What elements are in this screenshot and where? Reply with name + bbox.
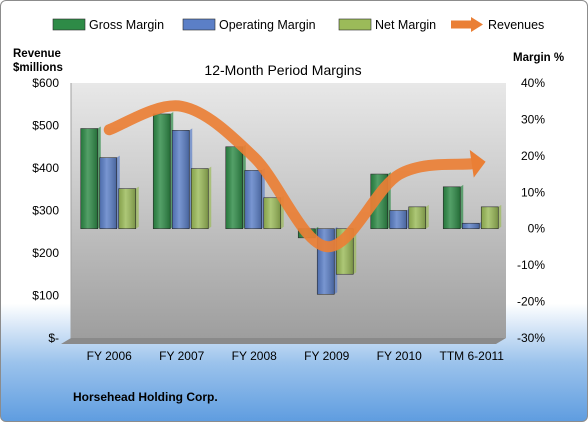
legend: Gross Margin Operating Margin Net Margin Re… [52, 17, 544, 32]
bar-shading [263, 197, 281, 229]
legend-swatch [52, 18, 86, 31]
left-axis-title-line2: $millions [13, 62, 63, 74]
right-tick-label: -10% [517, 258, 545, 272]
bar-shading [118, 188, 136, 229]
bar-shading [99, 157, 117, 229]
legend-label: Net Margin [375, 18, 436, 32]
bar-shading [191, 168, 209, 229]
bar-shading [389, 210, 407, 229]
category-label: TTM 6-2011 [440, 349, 505, 363]
legend-label: Gross Margin [89, 18, 164, 32]
bar-depth [208, 166, 212, 229]
left-tick-label: $400 [32, 161, 59, 175]
right-axis-title: Margin % [513, 52, 564, 64]
category-label: FY 2007 [159, 349, 204, 363]
bar-shading [172, 130, 190, 229]
left-tick-label: $500 [32, 119, 59, 133]
bar-shading [225, 146, 243, 229]
revenue-arrow-head [469, 149, 486, 178]
category-label: FY 2009 [304, 349, 349, 363]
left-tick-label: $200 [32, 246, 59, 260]
right-tick-label: -30% [517, 331, 545, 345]
chart-title: 12-Month Period Margins [204, 62, 361, 78]
revenue-line-series [103, 100, 486, 253]
legend-label: Revenues [488, 18, 544, 32]
left-tick-label: $- [48, 331, 59, 345]
plot-floor [61, 338, 506, 344]
category-labels: FY 2006 FY 2007 FY 2008 FY 2009 FY 2010 TTM 6… [87, 349, 505, 363]
legend-swatch [338, 18, 372, 31]
bar-shading [244, 170, 262, 229]
right-tick-label: 10% [521, 185, 545, 199]
legend-swatch [182, 18, 216, 31]
category-label: FY 2008 [232, 349, 277, 363]
left-tick-label: $300 [32, 204, 59, 218]
bar-shading [153, 113, 171, 229]
right-tick-label: 20% [521, 149, 545, 163]
left-tick-label: $100 [32, 289, 59, 303]
bar-shading [408, 206, 426, 229]
left-axis-ticks: $- $100 $200 $300 $400 $500 $600 [32, 76, 59, 345]
bar-depth [498, 204, 502, 229]
bar-shading [80, 128, 98, 229]
category-label: FY 2010 [377, 349, 422, 363]
company-name: Horsehead Holding Corp. [73, 390, 218, 404]
right-tick-label: 30% [521, 112, 545, 126]
bar-depth [353, 226, 357, 275]
bar-depth [135, 186, 139, 229]
bar-depth [425, 204, 429, 229]
legend-label: Operating Margin [219, 18, 316, 32]
bar-depth [460, 184, 464, 229]
right-tick-label: 40% [521, 76, 545, 90]
right-tick-label: 0% [528, 222, 546, 236]
legend-arrow-icon [471, 17, 483, 32]
bar-shading [443, 186, 461, 229]
right-axis-ticks: -30% -20% -10% 0% 10% 20% 30% 40% [517, 76, 545, 345]
left-tick-label: $600 [32, 76, 59, 90]
left-axis-title-line1: Revenue [13, 48, 61, 60]
category-label: FY 2006 [87, 349, 132, 363]
right-tick-label: -20% [517, 295, 545, 309]
bar-shading [462, 223, 480, 229]
bar-shading [481, 206, 499, 229]
